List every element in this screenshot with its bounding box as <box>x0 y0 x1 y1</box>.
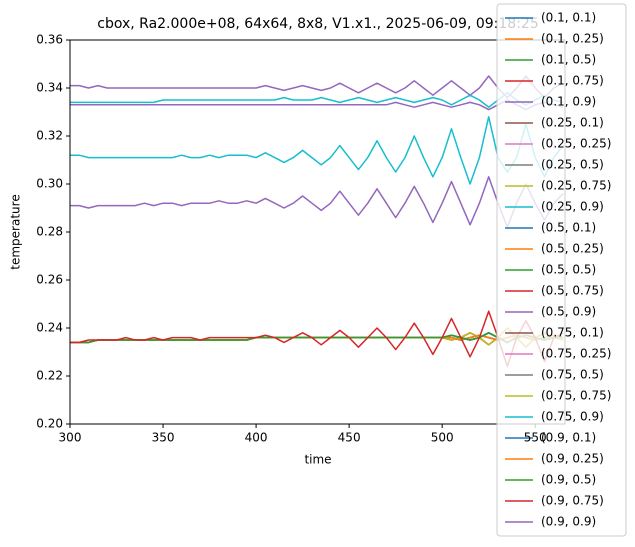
legend-label: (0.75, 0.1) <box>541 326 604 340</box>
series-line <box>70 75 564 99</box>
x-tick-label: 500 <box>431 431 454 445</box>
legend-label: (0.5, 0.75) <box>541 284 604 298</box>
series-line <box>70 332 564 344</box>
y-axis-label: temperature <box>9 194 23 269</box>
legend-label: (0.5, 0.5) <box>541 263 596 277</box>
legend-label: (0.9, 0.9) <box>541 515 596 529</box>
legend-box <box>496 3 627 537</box>
legend-label: (0.75, 0.9) <box>541 410 604 424</box>
legend-label: (0.9, 0.75) <box>541 494 604 508</box>
legend-label: (0.25, 0.25) <box>541 137 611 151</box>
legend-label: (0.5, 0.1) <box>541 221 596 235</box>
x-tick-label: 350 <box>152 431 175 445</box>
legend-label: (0.25, 0.9) <box>541 200 604 214</box>
legend-label: (0.75, 0.5) <box>541 368 604 382</box>
legend-label: (0.1, 0.1) <box>541 11 596 25</box>
legend-label: (0.5, 0.25) <box>541 242 604 256</box>
x-tick-label: 550 <box>524 431 547 445</box>
x-tick-label: 300 <box>59 431 82 445</box>
legend-label: (0.9, 0.25) <box>541 452 604 466</box>
y-tick-label: 0.26 <box>36 273 63 287</box>
legend: (0.1, 0.1) (0.1, 0.25) (0.1, 0.5) (0.1, 0.7… <box>496 3 627 537</box>
legend-label: (0.1, 0.5) <box>541 53 596 67</box>
y-tick-label: 0.32 <box>36 129 63 143</box>
y-tick-label: 0.30 <box>36 177 63 191</box>
series-line <box>70 116 564 185</box>
series-line <box>70 99 564 111</box>
x-tick-label: 400 <box>245 431 268 445</box>
series-line <box>70 310 564 368</box>
x-axis-label: time <box>304 453 331 467</box>
legend-label: (0.1, 0.25) <box>541 32 604 46</box>
y-tick-label: 0.34 <box>36 81 63 95</box>
y-tick-label: 0.36 <box>36 33 63 47</box>
y-tick-label: 0.24 <box>36 321 63 335</box>
legend-label: (0.75, 0.75) <box>541 389 611 403</box>
chart-title: cbox, Ra2.000e+08, 64x64, 8x8, V1.x1., 2… <box>97 16 538 32</box>
legend-label: (0.9, 0.5) <box>541 473 596 487</box>
series-line <box>70 92 564 108</box>
legend-label: (0.9, 0.1) <box>541 431 596 445</box>
y-tick-label: 0.28 <box>36 225 63 239</box>
legend-label: (0.5, 0.9) <box>541 305 596 319</box>
legend-label: (0.1, 0.9) <box>541 95 596 109</box>
legend-label: (0.75, 0.25) <box>541 347 611 361</box>
x-tick-label: 450 <box>338 431 361 445</box>
y-tick-label: 0.22 <box>36 369 63 383</box>
plot-area <box>70 75 564 368</box>
legend-label: (0.25, 0.5) <box>541 158 604 172</box>
legend-label: (0.1, 0.75) <box>541 74 604 88</box>
y-tick-label: 0.20 <box>36 417 63 431</box>
series-line <box>70 176 564 228</box>
legend-label: (0.25, 0.1) <box>541 116 604 130</box>
legend-label: (0.25, 0.75) <box>541 179 611 193</box>
